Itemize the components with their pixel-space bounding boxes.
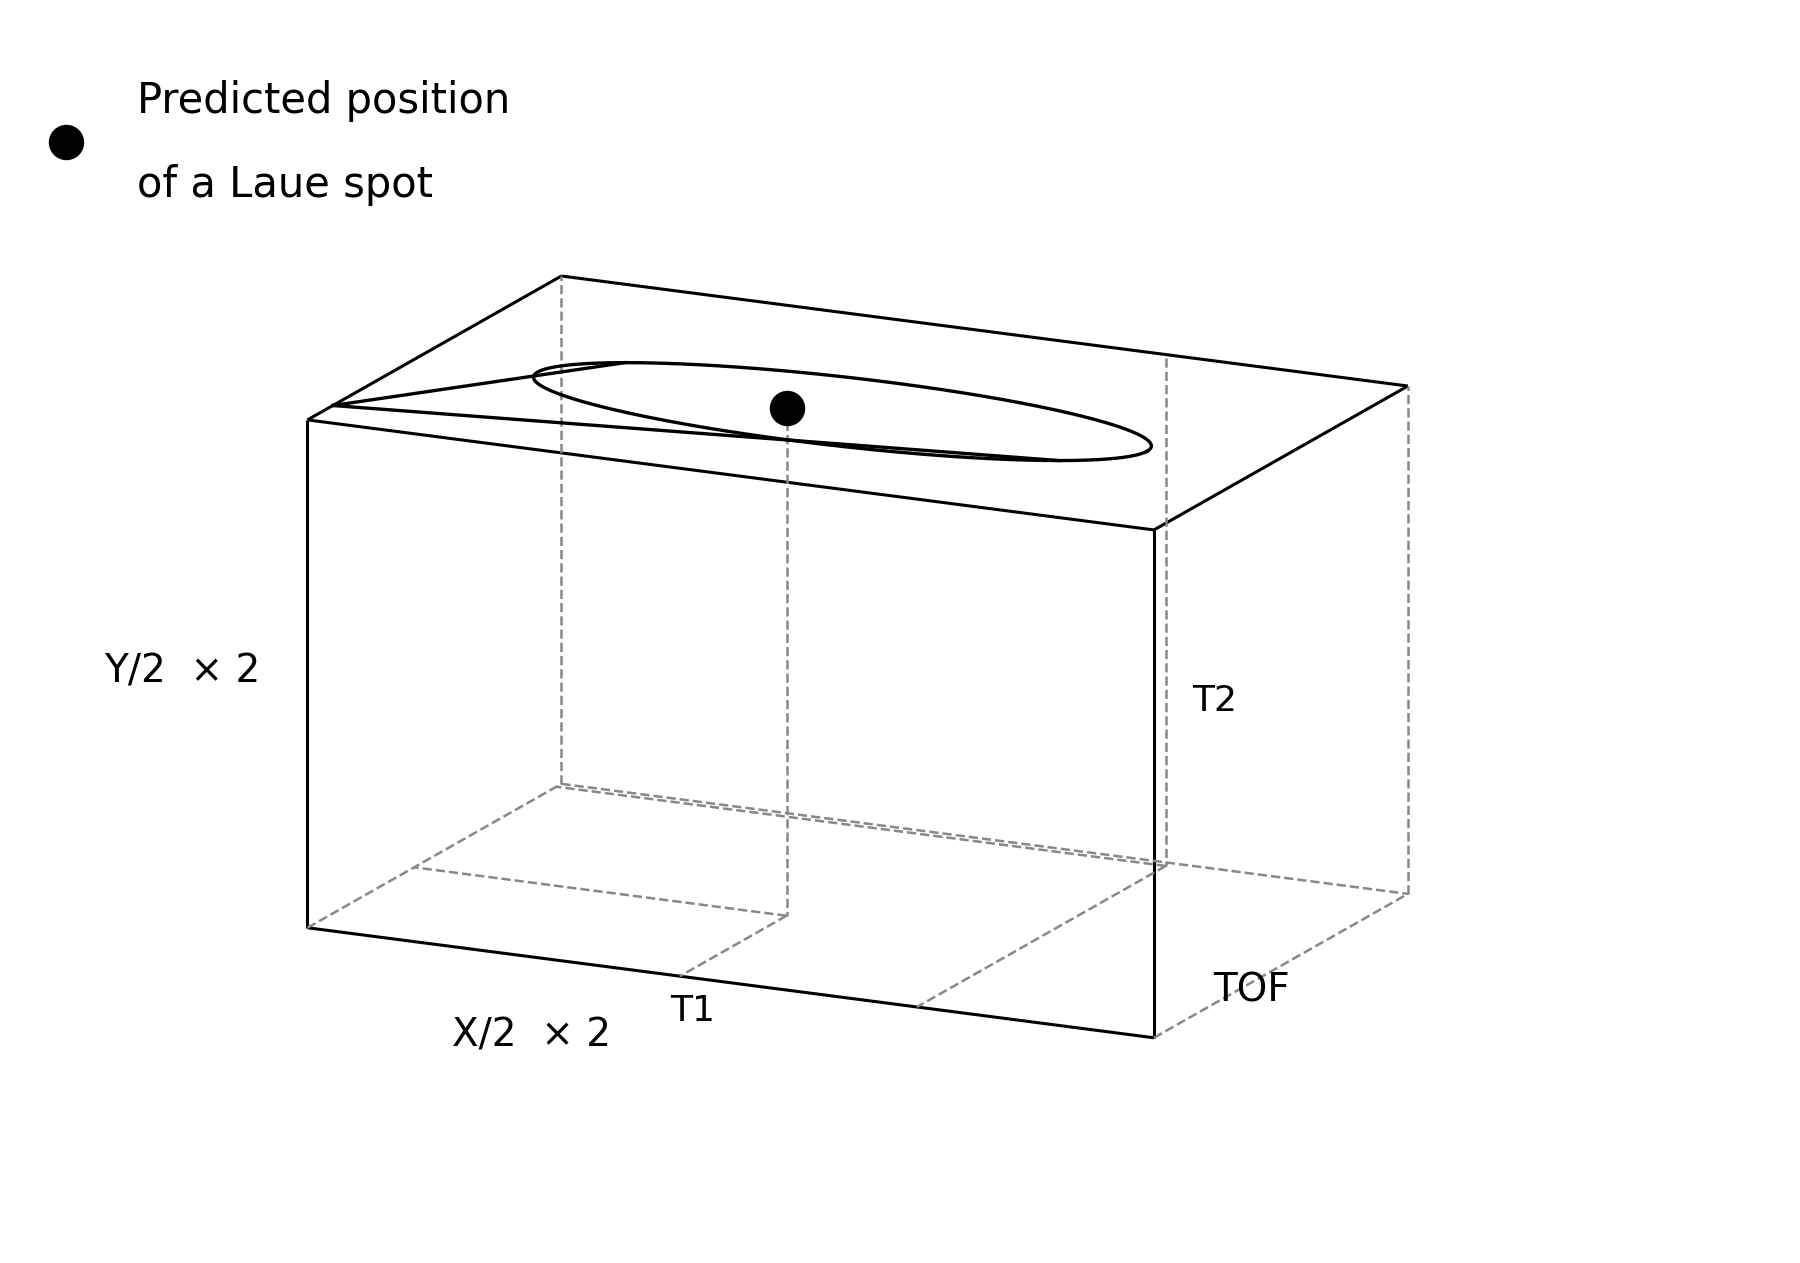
Text: Y/2  × 2: Y/2 × 2 <box>104 653 259 691</box>
Text: X/2  × 2: X/2 × 2 <box>452 1017 612 1055</box>
Text: Predicted position: Predicted position <box>137 80 511 121</box>
Point <box>772 398 801 418</box>
Text: TOF: TOF <box>1213 971 1291 1009</box>
Text: T1: T1 <box>670 994 715 1028</box>
Text: T2: T2 <box>1192 685 1237 719</box>
Text: of a Laue spot: of a Laue spot <box>137 164 434 206</box>
Point <box>50 133 79 153</box>
